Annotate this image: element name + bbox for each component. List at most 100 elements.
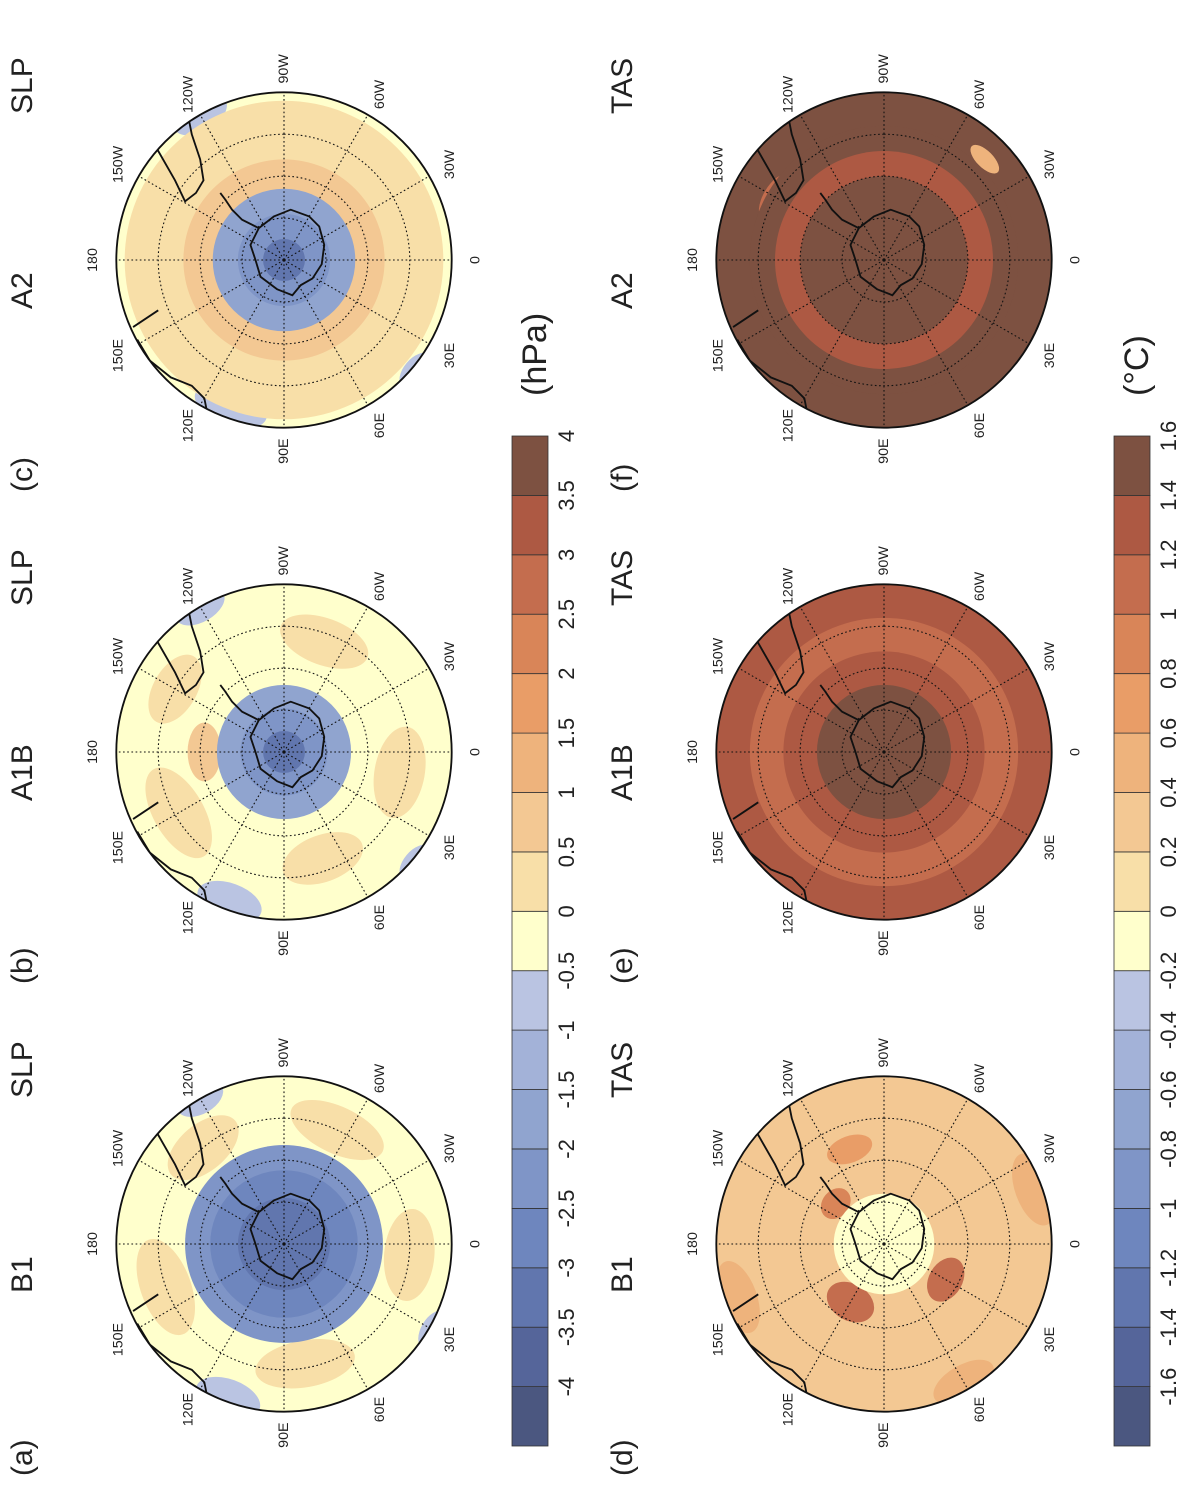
anomaly-region <box>827 1134 873 1165</box>
colorbar-tick-label: 1 <box>1156 608 1177 620</box>
meridian-line <box>738 259 885 345</box>
longitude-label: 30E <box>1042 1327 1058 1352</box>
longitude-label: 180 <box>85 1232 101 1256</box>
colorbar-tick-label: 3.5 <box>554 480 579 511</box>
panel-scenario: A1B <box>606 744 639 801</box>
colorbar-swatch <box>1113 673 1151 734</box>
longitude-label: 150E <box>111 339 127 372</box>
colorbar-swatch <box>511 1148 549 1209</box>
colorbar-swatch <box>511 1386 549 1447</box>
colorbar-swatch <box>1113 1089 1151 1150</box>
coastline <box>738 92 805 203</box>
longitude-label: 90W <box>276 1038 292 1068</box>
colorbar-swatch <box>1113 1029 1151 1090</box>
colorbar-swatch <box>1113 1208 1151 1269</box>
longitude-label: 60W <box>972 571 988 601</box>
colorbar-tick-label: 1.5 <box>554 718 579 749</box>
longitude-label: 60W <box>372 79 388 109</box>
longitude-label: 0 <box>1067 256 1083 264</box>
colorbar-swatch <box>511 554 549 615</box>
colorbar-swatch <box>511 1089 549 1150</box>
latitude-circle <box>799 667 969 837</box>
longitude-label: 120E <box>781 901 797 934</box>
meridian-line <box>738 751 885 837</box>
meridian-line <box>883 606 969 753</box>
panel-variable: SLP <box>6 57 39 114</box>
anomaly-region <box>167 1115 239 1181</box>
polar-map: 180 150W 120W 90W 60W 30W 0 30E 60E 90E 120E 150E <box>85 54 483 464</box>
longitude-label: 120W <box>181 1059 197 1097</box>
meridian-line <box>799 751 885 898</box>
colorbar-swatch <box>1113 554 1151 615</box>
colorbar-tick-label: -3 <box>554 1258 579 1278</box>
colorbar-tick-label: 1 <box>554 786 579 798</box>
panel-letter: (c) <box>6 457 39 492</box>
colorbar-swatch <box>1113 792 1151 853</box>
longitude-label: 120E <box>781 409 797 442</box>
meridian-line <box>138 175 285 261</box>
anomaly-region <box>927 1257 965 1302</box>
longitude-label: 30W <box>442 641 458 671</box>
colorbar-swatch <box>511 1326 549 1387</box>
meridian-line <box>883 1159 1030 1245</box>
longitude-label: 180 <box>85 740 101 764</box>
longitude-label: 30E <box>442 343 458 368</box>
meridian-line <box>199 114 285 261</box>
longitude-label: 150W <box>111 1129 127 1167</box>
meridian-line <box>199 751 285 898</box>
panel-letter: (a) <box>6 1439 39 1476</box>
colorbar-swatch <box>511 1029 549 1090</box>
coastline <box>138 584 205 695</box>
longitude-label: 90W <box>876 1038 892 1068</box>
panel-header: (c) A2 SLP <box>6 34 46 494</box>
panel-scenario: B1 <box>6 1256 39 1293</box>
longitude-label: 0 <box>467 256 483 264</box>
map-panel-e: (e) A1B TAS 180 150W 120W 90W 60W 30W 0 30E 60E 90E 1… <box>600 526 1160 986</box>
longitude-label: 30W <box>1042 1133 1058 1163</box>
meridian-line <box>283 175 430 261</box>
meridian-line <box>199 1098 285 1245</box>
map-outline <box>115 1075 453 1413</box>
colorbar-swatch <box>1113 1386 1151 1447</box>
meridian-line <box>883 114 969 261</box>
coastline <box>819 1176 860 1213</box>
panel-scenario: A2 <box>606 272 639 309</box>
map-panel-a: (a) B1 SLP 180 150W 120W 90W 60W 30W 0 30E 60E 90E 12… <box>0 1018 560 1478</box>
colorbar-slp: -4 -3.5 -3 -2.5 -2 -1.5 -1 -0.5 0 0.5 1 1.5 2 2.5 3 3.5… <box>508 416 585 1466</box>
coastline <box>138 1076 205 1187</box>
longitude-label: 180 <box>85 248 101 272</box>
panel-header: (e) A1B TAS <box>606 526 646 986</box>
longitude-label: 90W <box>276 54 292 84</box>
panel-variable: TAS <box>606 57 639 114</box>
longitude-label: 150W <box>711 1129 727 1167</box>
longitude-label: 120W <box>781 1059 797 1097</box>
meridian-line <box>138 259 285 345</box>
meridian-line <box>283 259 430 345</box>
map-panel-d: (d) B1 TAS 180 150W 120W 90W 60W 30W 0 30E 60E 90E 12… <box>600 1018 1160 1478</box>
colorbar-swatch <box>511 1267 549 1328</box>
meridian-line <box>138 751 285 837</box>
panel-header: (a) B1 SLP <box>6 1018 46 1478</box>
coastline <box>219 684 260 721</box>
longitude-label: 0 <box>1067 1240 1083 1248</box>
longitude-label: 150W <box>111 145 127 183</box>
colorbar-tick-label: -2 <box>554 1139 579 1159</box>
panel-variable: SLP <box>6 549 39 606</box>
colorbar-swatch <box>1113 494 1151 556</box>
longitude-label: 60E <box>972 905 988 930</box>
colorbar-tick-label: 1.4 <box>1156 480 1177 511</box>
panel-scenario: B1 <box>606 1256 639 1293</box>
anomaly-region <box>136 1238 196 1336</box>
meridian-line <box>283 1243 369 1390</box>
longitude-label: 60E <box>972 1397 988 1422</box>
longitude-label: 120E <box>181 1393 197 1426</box>
longitude-label: 90E <box>276 930 292 955</box>
meridian-line <box>883 751 969 898</box>
coastline <box>732 1293 759 1312</box>
colorbar-tick-label: 0.8 <box>1156 658 1177 689</box>
meridian-line <box>738 667 885 753</box>
meridian-line <box>283 606 369 753</box>
longitude-label: 90W <box>276 546 292 576</box>
coastline <box>738 1076 805 1187</box>
longitude-label: 30W <box>1042 641 1058 671</box>
